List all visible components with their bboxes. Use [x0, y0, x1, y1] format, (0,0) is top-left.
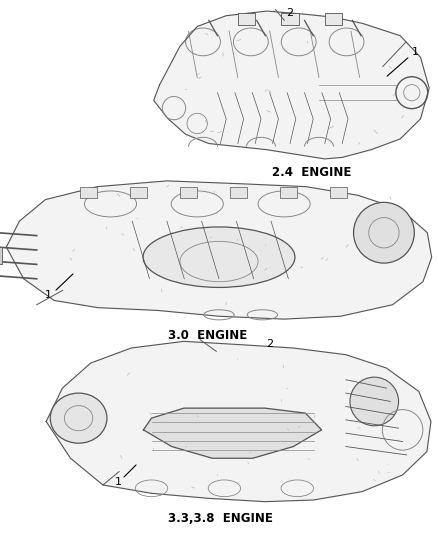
- Polygon shape: [154, 11, 429, 159]
- Text: 3.3,3.8  ENGINE: 3.3,3.8 ENGINE: [168, 512, 273, 525]
- Ellipse shape: [50, 393, 107, 443]
- Bar: [280, 187, 297, 198]
- Bar: [281, 13, 299, 25]
- Text: 1: 1: [114, 477, 121, 487]
- Text: 2.4  ENGINE: 2.4 ENGINE: [272, 166, 351, 179]
- Text: 1: 1: [45, 290, 52, 300]
- Text: 3.0  ENGINE: 3.0 ENGINE: [168, 329, 247, 342]
- Text: 2: 2: [286, 8, 293, 18]
- Polygon shape: [6, 181, 432, 319]
- Bar: [180, 187, 197, 198]
- Circle shape: [350, 377, 399, 426]
- Bar: [325, 13, 342, 25]
- Bar: [238, 13, 255, 25]
- Bar: [230, 187, 247, 198]
- Ellipse shape: [143, 227, 295, 287]
- Polygon shape: [143, 408, 321, 458]
- Text: 2: 2: [266, 339, 274, 349]
- Circle shape: [353, 203, 414, 263]
- Bar: [80, 187, 98, 198]
- Bar: [330, 187, 347, 198]
- Polygon shape: [46, 341, 431, 502]
- Bar: [0, 247, 2, 264]
- Bar: [130, 187, 148, 198]
- Text: 1: 1: [411, 47, 418, 57]
